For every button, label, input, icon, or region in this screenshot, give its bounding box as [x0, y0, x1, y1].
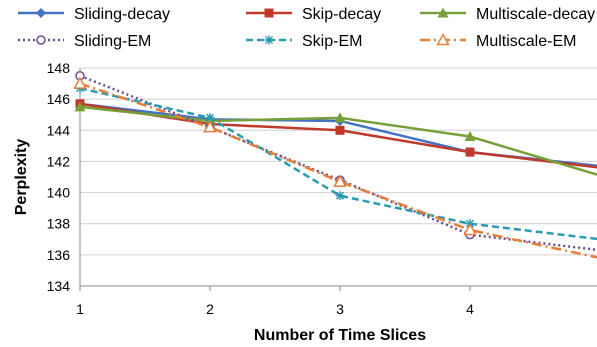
data-point [335, 125, 345, 135]
y-tick-label: 144 [47, 122, 71, 138]
legend-label: Skip-decay [302, 6, 381, 23]
x-tick-label: 1 [76, 301, 84, 317]
x-tick-labels: 1 2 3 4 [76, 301, 474, 317]
legend: Sliding-decay Skip-decay Multiscale-decay S… [18, 6, 595, 50]
y-tick-labels: 134 136 138 140 142 144 146 148 [47, 60, 71, 294]
data-point [334, 112, 346, 123]
x-tick-label: 4 [466, 301, 474, 317]
y-tick-label: 136 [47, 247, 71, 263]
legend-label: Skip-EM [302, 33, 362, 50]
series-line [79, 87, 597, 241]
legend-item: Sliding-decay [18, 6, 170, 23]
data-point [73, 76, 87, 89]
y-tick-label: 138 [47, 216, 71, 232]
data-point [36, 35, 46, 45]
series-skip-decay [75, 99, 597, 169]
legend-item: Sliding-EM [18, 33, 151, 50]
legend-label: Sliding-EM [74, 33, 151, 50]
legend-label: Sliding-decay [74, 6, 170, 23]
legend-item: Skip-decay [246, 6, 381, 23]
data-point [436, 32, 450, 46]
data-point [264, 8, 274, 18]
y-tick-label: 148 [47, 60, 71, 76]
legend-item: Skip-EM [246, 33, 362, 50]
data-point [203, 120, 217, 133]
y-tick-label: 140 [47, 185, 71, 201]
data-point [36, 8, 46, 18]
y-tick-label: 134 [47, 278, 71, 294]
x-tick-label: 2 [206, 301, 214, 317]
data-point [74, 101, 86, 112]
data-point [463, 222, 477, 236]
data-point [335, 191, 345, 201]
y-tick-label: 142 [47, 153, 71, 169]
series-group [73, 71, 597, 259]
legend-item: Multiscale-EM [420, 32, 576, 50]
data-point [264, 35, 274, 45]
y-axis-title: Perplexity [13, 139, 30, 216]
x-tick-label: 3 [336, 301, 344, 317]
series-multiscale-decay [74, 101, 597, 176]
data-point [437, 7, 449, 18]
y-tick-label: 146 [47, 91, 71, 107]
x-axis-title: Number of Time Slices [254, 327, 426, 344]
series-multiscale-em [73, 76, 597, 259]
axes [79, 68, 597, 291]
data-point [465, 147, 475, 157]
data-point [464, 131, 476, 142]
data-point [333, 174, 347, 187]
series-line [79, 82, 597, 259]
legend-label: Multiscale-EM [476, 33, 576, 50]
legend-item: Multiscale-decay [420, 6, 595, 23]
legend-label: Multiscale-decay [476, 6, 595, 23]
